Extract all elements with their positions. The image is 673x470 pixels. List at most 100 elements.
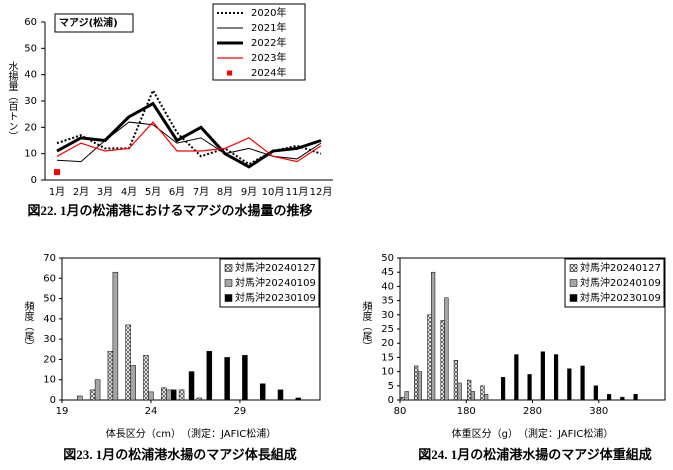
legend-label: 対馬沖20230109 <box>580 291 661 304</box>
y-tick-label: 45 <box>381 267 394 278</box>
bar <box>444 297 449 401</box>
bar <box>130 365 136 401</box>
bar <box>148 391 154 401</box>
bar <box>259 383 266 401</box>
y-tick-label: 0 <box>50 395 56 406</box>
x-tick-label: 11月 <box>286 186 309 198</box>
x-tick-label: 4月 <box>121 186 137 198</box>
x-tick-label: 3月 <box>97 186 113 198</box>
y-tick-label: 25 <box>381 324 394 335</box>
y-tick-label: 20 <box>381 338 394 349</box>
legend-label: 2020年 <box>251 6 286 19</box>
x-tick-label: 6月 <box>169 186 185 198</box>
x-tick-label: 24 <box>145 406 158 417</box>
y-tick-label: 40 <box>381 281 394 292</box>
bar <box>143 355 149 401</box>
bar <box>166 389 172 401</box>
legend-label: 2023年 <box>251 51 286 64</box>
line-series <box>56 88 322 166</box>
y-axis-label: 頻度（尾） <box>22 300 34 351</box>
legend-label: 2022年 <box>251 36 286 49</box>
legend-label: 対馬沖20240109 <box>235 276 316 289</box>
x-axis-label: 体重区分（g） （測定：JAFIC松浦） <box>452 427 614 440</box>
y-tick-label: 60 <box>43 273 56 284</box>
x-tick-label: 12月 <box>310 186 333 198</box>
legend-label: 対馬沖20240127 <box>580 261 661 274</box>
bar <box>527 374 532 401</box>
x-tick-label: 9月 <box>241 186 257 198</box>
bar <box>107 351 114 401</box>
bar <box>77 395 83 401</box>
y-tick-label: 40 <box>43 314 56 325</box>
bar <box>417 371 422 401</box>
bar <box>188 371 195 401</box>
bar <box>224 357 230 401</box>
legend-label: 対馬沖20240109 <box>580 276 661 289</box>
bar <box>553 354 559 401</box>
x-tick-label: 2月 <box>73 186 89 198</box>
x-tick-label: 8月 <box>217 186 233 198</box>
legend-label: 2021年 <box>251 21 286 34</box>
y-tick-label: 40 <box>24 70 37 81</box>
caption: 図23. 1月の松浦港水揚のマアジ体長組成 <box>63 447 296 462</box>
legend-box <box>219 258 320 308</box>
bar <box>500 377 506 401</box>
bar <box>125 324 131 401</box>
line-series <box>56 121 322 163</box>
x-tick-label: 380 <box>589 406 608 417</box>
annotation: マアジ(松浦) <box>59 16 118 29</box>
legend-swatch <box>569 264 578 272</box>
bar <box>295 397 302 401</box>
y-tick-label: 50 <box>381 253 394 264</box>
legend-swatch <box>569 279 578 287</box>
bar <box>593 385 598 401</box>
bar <box>404 391 409 401</box>
y-tick-label: 30 <box>43 334 56 345</box>
bar <box>484 394 489 401</box>
legend-swatch <box>569 294 578 302</box>
bar <box>620 396 625 401</box>
bar <box>480 385 485 401</box>
y-tick-label: 10 <box>381 367 394 378</box>
bar <box>161 387 167 401</box>
caption: 図24. 1月の松浦港水揚のマアジ体重組成 <box>418 447 651 462</box>
y-tick-label: 50 <box>24 43 37 54</box>
bar <box>178 389 185 401</box>
bar <box>467 379 472 401</box>
y-tick-label: 30 <box>381 310 394 321</box>
annotation-box <box>54 13 134 33</box>
bar <box>112 271 119 401</box>
legend-label: 対馬沖20230109 <box>235 291 316 304</box>
bar <box>606 394 612 401</box>
caption: 図22. 1月の松浦港におけるマアジの水揚量の推移 <box>28 203 313 218</box>
y-tick-label: 20 <box>43 354 56 365</box>
y-tick-label: 35 <box>381 296 394 307</box>
bar <box>580 365 585 401</box>
y-tick-label: 70 <box>43 253 56 264</box>
bar <box>206 351 213 401</box>
y-tick-label: 0 <box>388 395 394 406</box>
bar <box>414 365 419 401</box>
y-tick-label: 30 <box>24 96 37 107</box>
legend-swatch <box>224 279 233 287</box>
legend-swatch <box>224 294 233 302</box>
bar <box>427 314 432 401</box>
y-tick-label: 10 <box>24 149 37 160</box>
x-tick-label: 7月 <box>193 186 209 198</box>
y-tick-label: 50 <box>43 294 56 305</box>
bar <box>89 389 96 401</box>
y-tick-label: 0 <box>31 175 37 186</box>
legend-label: 対馬沖20240127 <box>235 261 316 274</box>
legend-swatch <box>227 70 232 76</box>
y-tick-label: 15 <box>381 352 394 363</box>
x-axis-label: 体長区分（cm） （測定：JAFIC松浦） <box>106 427 277 440</box>
bar <box>633 394 638 401</box>
x-tick-label: 180 <box>457 406 476 417</box>
y-tick-label: 5 <box>388 381 394 392</box>
bar <box>514 354 519 401</box>
x-tick-label: 10月 <box>262 186 285 198</box>
x-tick-label: 280 <box>523 406 542 417</box>
bar <box>567 368 572 401</box>
bar <box>470 391 475 401</box>
